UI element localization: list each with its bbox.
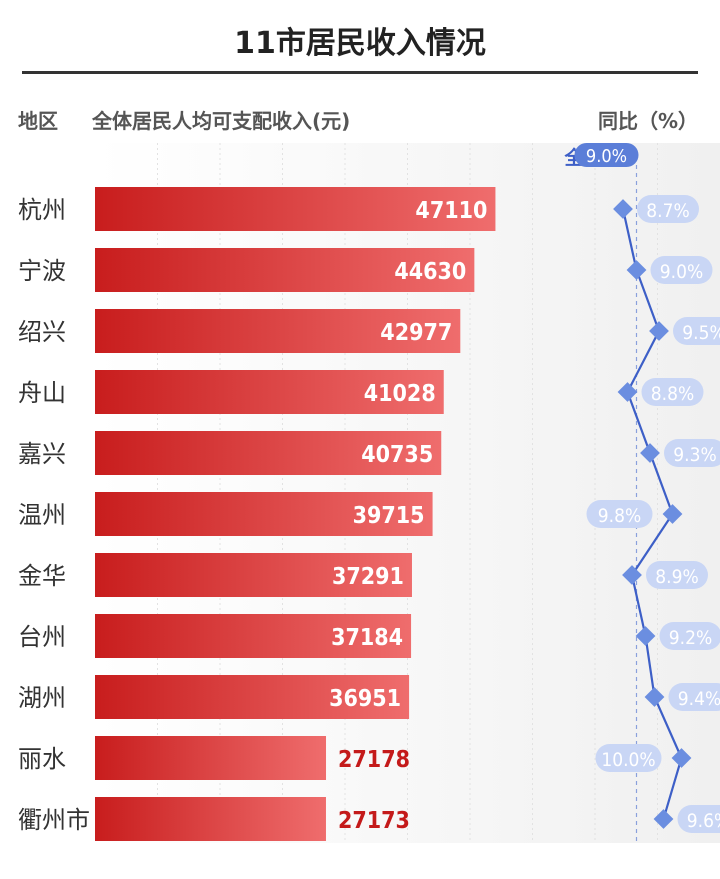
region-label: 宁波 bbox=[18, 257, 66, 285]
income-value-label: 42977 bbox=[380, 320, 452, 346]
yoy-marker bbox=[626, 260, 647, 280]
yoy-marker bbox=[671, 748, 692, 768]
yoy-marker bbox=[662, 504, 683, 524]
yoy-pill bbox=[673, 317, 720, 345]
income-bar bbox=[95, 187, 496, 231]
yoy-marker bbox=[644, 687, 665, 707]
income-bar bbox=[95, 675, 410, 719]
income-bar bbox=[95, 797, 326, 841]
yoy-marker bbox=[653, 809, 674, 829]
income-value-label: 40735 bbox=[361, 442, 433, 468]
yoy-value-label: 9.8% bbox=[598, 505, 641, 527]
yoy-value-label: 9.6% bbox=[687, 810, 720, 832]
yoy-value-label: 9.5% bbox=[682, 322, 720, 344]
region-header: 地区 bbox=[18, 109, 58, 133]
region-label: 丽水 bbox=[18, 745, 66, 773]
yoy-pill bbox=[659, 622, 720, 650]
yoy-marker bbox=[649, 321, 669, 341]
yoy-pill bbox=[641, 378, 704, 406]
yoy-value-label: 8.9% bbox=[655, 566, 698, 588]
income-value-label: 44630 bbox=[394, 259, 466, 285]
yoy-value-label: 9.0% bbox=[660, 261, 703, 283]
region-label: 金华 bbox=[18, 562, 66, 590]
chart-title: 11市居民收入情况 bbox=[234, 26, 486, 61]
yoy-value-label: 8.8% bbox=[651, 383, 694, 405]
province-value: 9.0% bbox=[586, 146, 627, 167]
province-value-pill bbox=[574, 143, 639, 167]
region-label: 舟山 bbox=[18, 379, 66, 407]
income-bar bbox=[95, 370, 444, 414]
yoy-value-label: 9.3% bbox=[673, 444, 716, 466]
yoy-marker bbox=[635, 626, 656, 646]
region-label: 湖州 bbox=[18, 684, 66, 712]
yoy-pill bbox=[646, 561, 708, 589]
region-label: 温州 bbox=[18, 501, 66, 529]
income-value-label: 41028 bbox=[364, 381, 436, 407]
income-bar bbox=[95, 614, 412, 658]
income-value-label: 47110 bbox=[415, 198, 487, 224]
region-label: 衢州市 bbox=[18, 806, 90, 834]
income-bar bbox=[95, 736, 327, 780]
title-divider bbox=[22, 71, 698, 74]
yoy-value-label: 8.7% bbox=[646, 200, 689, 222]
region-label: 绍兴 bbox=[18, 318, 66, 346]
yoy-value-label: 10.0% bbox=[601, 749, 655, 771]
yoy-marker bbox=[617, 382, 638, 402]
yoy-pill bbox=[637, 195, 699, 223]
yoy-marker bbox=[622, 565, 642, 585]
yoy-pill bbox=[668, 683, 720, 711]
yoy-pill bbox=[664, 439, 720, 467]
income-header: 全体居民人均可支配收入(元) bbox=[92, 109, 351, 133]
income-bar bbox=[95, 248, 475, 292]
income-value-label: 27173 bbox=[338, 808, 410, 834]
yoy-pill bbox=[586, 500, 653, 528]
income-bar bbox=[95, 431, 442, 475]
yoy-header: 同比（%） bbox=[597, 109, 698, 133]
yoy-pill bbox=[650, 256, 713, 284]
income-value-label: 27178 bbox=[338, 747, 410, 773]
income-bar bbox=[95, 553, 412, 597]
yoy-value-label: 9.2% bbox=[669, 627, 712, 649]
yoy-marker bbox=[640, 443, 660, 463]
income-value-label: 36951 bbox=[329, 686, 401, 712]
income-bar bbox=[95, 309, 461, 353]
region-label: 台州 bbox=[18, 623, 66, 651]
income-value-label: 39715 bbox=[353, 503, 425, 529]
region-label: 嘉兴 bbox=[18, 440, 66, 468]
yoy-pill bbox=[595, 744, 662, 772]
region-label: 杭州 bbox=[18, 196, 66, 224]
yoy-value-label: 9.4% bbox=[678, 688, 720, 710]
income-bar bbox=[95, 492, 433, 536]
yoy-pill bbox=[677, 805, 720, 833]
income-value-label: 37184 bbox=[331, 625, 403, 651]
income-value-label: 37291 bbox=[332, 564, 404, 590]
